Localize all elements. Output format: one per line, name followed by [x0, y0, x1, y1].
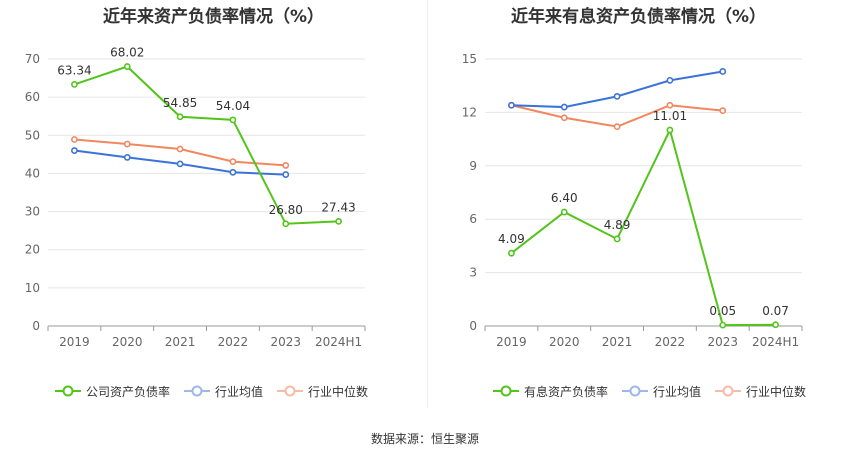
data-point — [772, 321, 779, 329]
data-point — [282, 220, 290, 228]
data-point — [176, 160, 184, 168]
data-label: 0.05 — [709, 304, 736, 318]
chart-title-right: 近年来有息资产负债率情况（%） — [510, 7, 767, 27]
data-label: 27.43 — [321, 200, 355, 214]
data-point — [229, 116, 237, 124]
data-point — [666, 76, 674, 84]
y-tick-label: 15 — [462, 52, 477, 66]
legend-item-industry-mean[interactable]: 行业均值 — [622, 383, 701, 400]
y-tick-label: 30 — [25, 205, 40, 219]
x-tick-label: 2022 — [218, 335, 249, 349]
data-point — [123, 140, 131, 148]
plot-area-right: 0 3 6 9 12 15 2019 2020 2021 2022 2023 2024H1 4.09 6.… — [462, 52, 803, 349]
data-label: 4.89 — [604, 218, 631, 232]
legend-marker-green — [55, 385, 81, 397]
data-point — [282, 171, 290, 178]
chart-divider — [427, 0, 428, 408]
data-point — [613, 235, 621, 243]
x-tick-label: 2020 — [549, 335, 580, 349]
y-tick-label: 3 — [469, 266, 477, 280]
y-tick-label: 20 — [25, 243, 40, 257]
x-tick-label: 2023 — [270, 335, 301, 349]
legend-label: 行业中位数 — [308, 384, 369, 399]
data-label: 54.04 — [216, 99, 250, 113]
chart-title-left: 近年来资产负债率情况（%） — [102, 7, 325, 27]
data-point — [176, 145, 184, 153]
data-point — [719, 68, 727, 75]
legend-item-interest-ratio[interactable]: 有息资产负债率 — [493, 383, 608, 400]
data-point — [176, 113, 184, 121]
y-tick-label: 6 — [469, 212, 477, 226]
legend-marker-green — [493, 385, 519, 397]
data-point — [719, 107, 727, 115]
data-point — [71, 81, 78, 88]
data-label: 4.09 — [498, 232, 525, 246]
data-point — [613, 92, 621, 100]
data-point — [282, 162, 290, 169]
legend-marker-orange — [715, 385, 742, 397]
data-point — [666, 126, 674, 134]
legend-right: 有息资产负债率 行业均值 行业中位数 — [493, 382, 820, 400]
data-source-note: 数据来源：恒生聚源 — [370, 432, 479, 446]
data-point — [123, 63, 131, 70]
data-point — [71, 147, 78, 154]
legend-item-industry-median[interactable]: 行业中位数 — [715, 383, 806, 400]
data-point — [508, 249, 515, 257]
y-tick-label: 70 — [25, 52, 40, 66]
legend-label: 行业均值 — [215, 384, 264, 399]
y-tick-label: 50 — [25, 128, 40, 142]
data-point — [719, 321, 727, 329]
data-point — [71, 136, 78, 143]
x-tick-label: 2024H1 — [315, 335, 362, 349]
legend-label: 公司资产负债率 — [86, 384, 171, 399]
legend-label: 行业中位数 — [746, 384, 807, 399]
x-tick-label: 2022 — [655, 335, 686, 349]
legend-item-industry-median[interactable]: 行业中位数 — [277, 383, 368, 400]
series-line — [74, 65, 339, 225]
data-point — [560, 208, 568, 216]
data-point — [229, 158, 237, 166]
series-line — [510, 127, 776, 327]
x-tick-label: 2024H1 — [752, 335, 799, 349]
data-point — [229, 168, 237, 176]
legend-label: 行业均值 — [653, 384, 702, 399]
legend-item-company-ratio[interactable]: 公司资产负债率 — [55, 383, 170, 400]
x-tick-label: 2019 — [496, 335, 527, 349]
data-point — [335, 217, 342, 225]
legend-item-industry-mean[interactable]: 行业均值 — [184, 383, 263, 400]
y-tick-label: 60 — [25, 90, 40, 104]
legend-left: 公司资产负债率 行业均值 行业中位数 — [55, 382, 382, 400]
y-tick-label: 40 — [25, 166, 40, 180]
data-point — [123, 154, 131, 161]
y-tick-label: 10 — [25, 281, 40, 295]
data-point — [666, 101, 674, 109]
x-tick-label: 2021 — [165, 335, 196, 349]
x-tick-label: 2020 — [112, 335, 143, 349]
legend-marker-blue — [184, 385, 211, 397]
data-label: 54.85 — [163, 96, 197, 110]
y-tick-label: 0 — [469, 319, 477, 333]
y-tick-label: 9 — [469, 159, 477, 173]
y-tick-label: 0 — [32, 319, 40, 333]
plot-area-left: 0 10 20 30 40 50 60 70 2019 2020 2021 2022 2023 2024H… — [25, 46, 366, 349]
data-label: 26.80 — [269, 203, 303, 217]
data-label: 68.02 — [110, 46, 144, 60]
legend-marker-blue — [622, 385, 649, 397]
legend-label: 有息资产负债率 — [524, 384, 609, 399]
series-line — [511, 70, 723, 109]
x-tick-label: 2019 — [59, 335, 90, 349]
x-tick-label: 2021 — [602, 335, 633, 349]
x-tick-label: 2023 — [707, 335, 738, 349]
data-label: 11.01 — [653, 109, 687, 123]
data-point — [613, 123, 621, 131]
data-point — [560, 103, 568, 111]
data-point — [508, 101, 515, 109]
legend-marker-orange — [277, 385, 304, 397]
data-label: 0.07 — [762, 304, 789, 318]
y-tick-label: 12 — [462, 105, 477, 119]
data-label: 6.40 — [551, 191, 578, 205]
data-point — [560, 114, 568, 122]
data-label: 63.34 — [57, 63, 91, 77]
